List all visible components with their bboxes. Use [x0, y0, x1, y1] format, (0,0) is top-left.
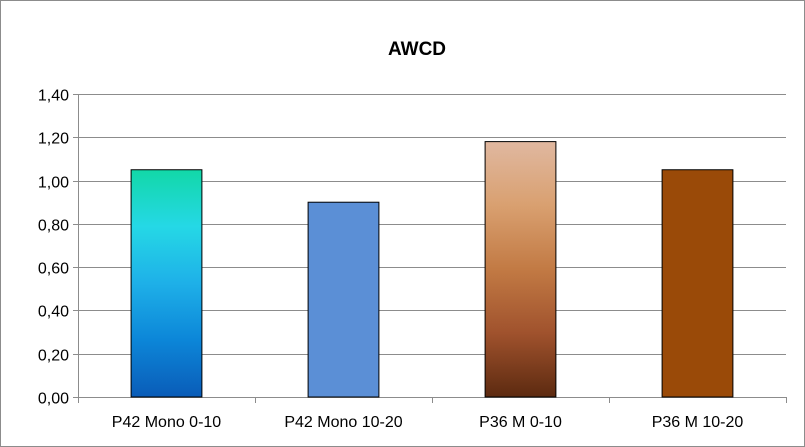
y-tick-label: 1,00 [38, 175, 69, 192]
bar-4 [661, 169, 734, 398]
y-tick-label: 0,20 [38, 348, 69, 365]
x-tick-label: P36 M 10-20 [652, 414, 744, 431]
y-tick-label: 0,60 [38, 261, 69, 278]
y-tick-label: 0,00 [38, 391, 69, 408]
x-tick-labels: P42 Mono 0-10 P42 Mono 10-20 P36 M 0-10 P36… [112, 414, 744, 431]
x-tick-label: P42 Mono 10-20 [284, 414, 402, 431]
y-tick-label: 1,20 [38, 131, 69, 148]
x-tick-label: P36 M 0-10 [479, 414, 562, 431]
y-tick-labels: 0,00 0,20 0,40 0,60 0,80 1,00 1,20 1,40 [38, 88, 69, 408]
chart-title: AWCD [388, 39, 446, 60]
x-tick-label: P42 Mono 0-10 [112, 414, 222, 431]
bar-3 [484, 141, 557, 398]
y-tick-label: 0,40 [38, 304, 69, 321]
y-tick-label: 0,80 [38, 218, 69, 235]
bars [130, 141, 734, 398]
bar-1 [130, 169, 203, 398]
bar-2 [307, 201, 380, 398]
y-tick-label: 1,40 [38, 88, 69, 105]
